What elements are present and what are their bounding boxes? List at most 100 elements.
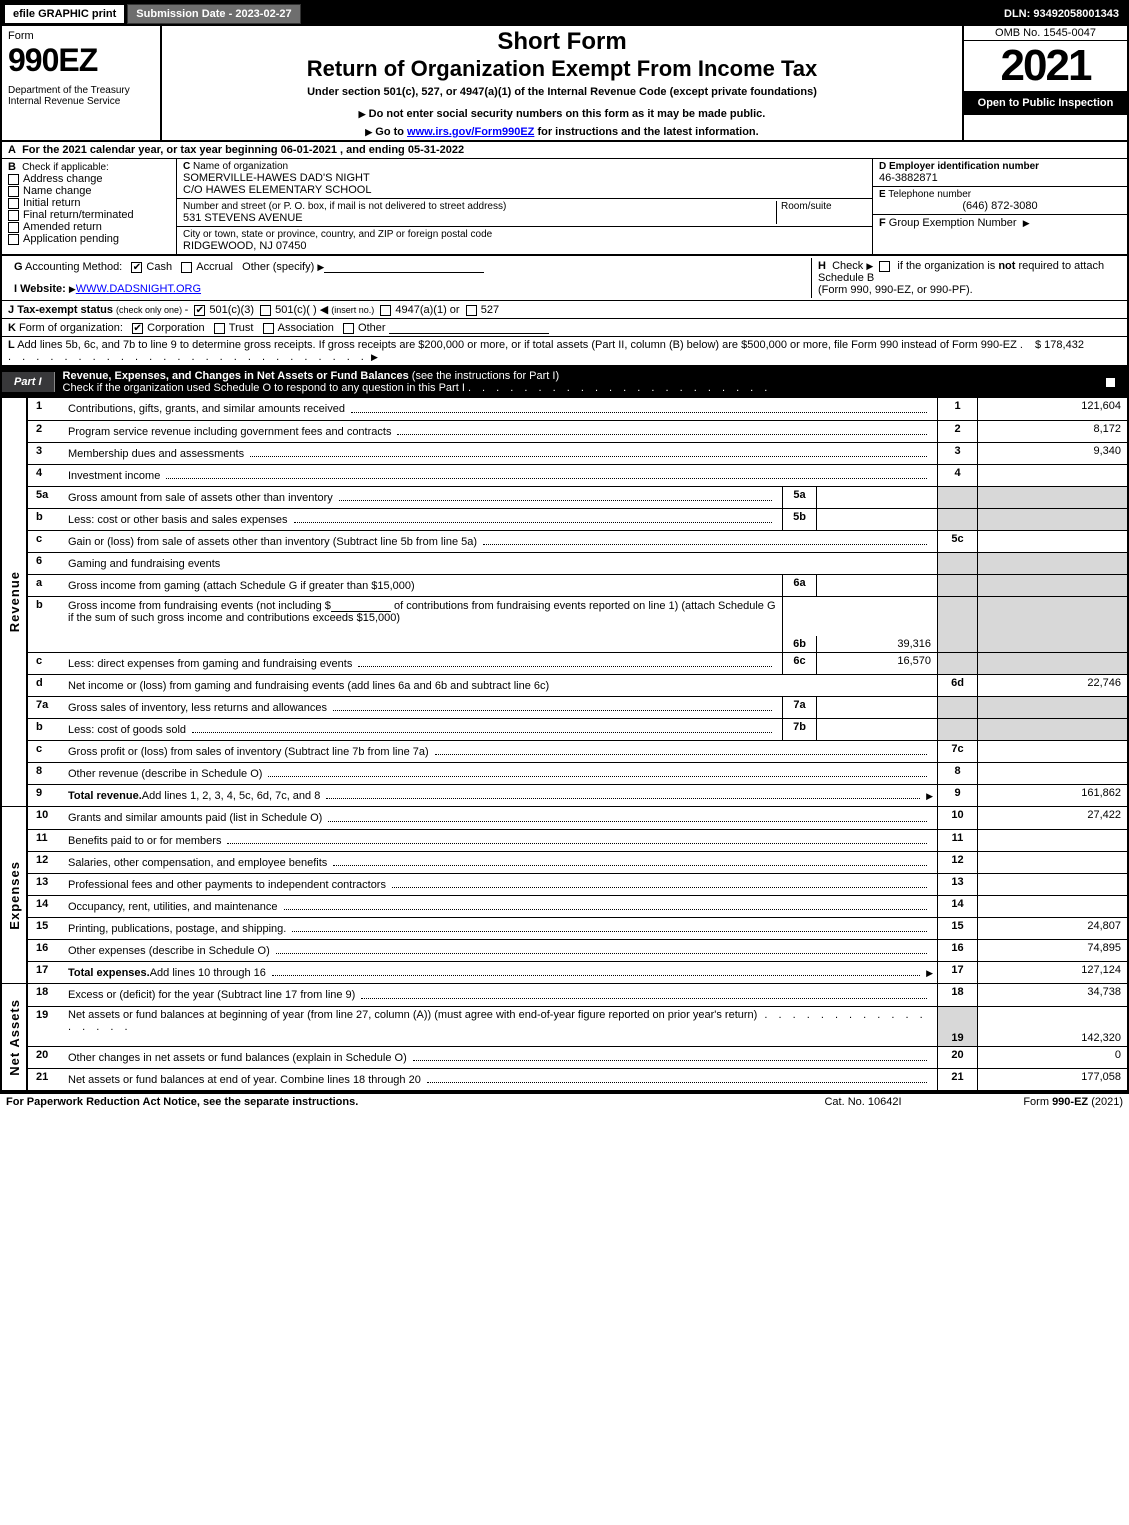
line-7c-value bbox=[978, 741, 1127, 762]
line-4: 4Investment income4 bbox=[28, 464, 1127, 486]
line-15-value: 24,807 bbox=[978, 918, 1127, 939]
other-org-input[interactable] bbox=[389, 321, 549, 334]
checkbox-application-pending[interactable] bbox=[8, 234, 19, 245]
ein-value: 46-3882871 bbox=[879, 172, 1121, 184]
b-opt-amended: Amended return bbox=[8, 221, 170, 233]
column-b: B Check if applicable: Address change Na… bbox=[2, 159, 177, 254]
irs-label: Internal Revenue Service bbox=[8, 96, 154, 107]
dln-label: DLN: bbox=[1004, 8, 1033, 20]
checkbox-part1-schedule-o[interactable] bbox=[1105, 377, 1116, 388]
header-left: Form 990EZ Department of the Treasury In… bbox=[2, 26, 162, 140]
submission-date-label: Submission Date - bbox=[136, 8, 235, 20]
checkbox-corporation[interactable] bbox=[132, 323, 143, 334]
checkbox-final-return[interactable] bbox=[8, 210, 19, 221]
header-center: Short Form Return of Organization Exempt… bbox=[162, 26, 962, 140]
g-cell: G Accounting Method: Cash Accrual Other … bbox=[8, 258, 811, 298]
line-6: 6Gaming and fundraising events bbox=[28, 552, 1127, 574]
line-14-value bbox=[978, 896, 1127, 917]
checkbox-cash[interactable] bbox=[131, 262, 142, 273]
line-2: 2Program service revenue including gover… bbox=[28, 420, 1127, 442]
footer: For Paperwork Reduction Act Notice, see … bbox=[0, 1094, 1129, 1110]
submission-date-badge: Submission Date - 2023-02-27 bbox=[127, 4, 300, 24]
e-cell: E Telephone number (646) 872-3080 bbox=[873, 187, 1127, 215]
line-6a: aGross income from gaming (attach Schedu… bbox=[28, 574, 1127, 596]
line-7b: bLess: cost of goods sold7b bbox=[28, 718, 1127, 740]
row-l: L Add lines 5b, 6c, and 7b to line 9 to … bbox=[2, 337, 1127, 366]
line-9-value: 161,862 bbox=[978, 785, 1127, 806]
line-16: 16Other expenses (describe in Schedule O… bbox=[28, 939, 1127, 961]
line-5a: 5aGross amount from sale of assets other… bbox=[28, 486, 1127, 508]
line-15: 15Printing, publications, postage, and s… bbox=[28, 917, 1127, 939]
line-12-value bbox=[978, 852, 1127, 873]
efile-print-button[interactable]: efile GRAPHIC print bbox=[4, 4, 125, 24]
checkbox-4947[interactable] bbox=[380, 305, 391, 316]
checkbox-amended-return[interactable] bbox=[8, 222, 19, 233]
line-5b-value bbox=[817, 509, 937, 530]
checkbox-association[interactable] bbox=[263, 323, 274, 334]
dln-value: 93492058001343 bbox=[1033, 8, 1119, 20]
other-specify-input[interactable] bbox=[324, 260, 484, 273]
checkbox-527[interactable] bbox=[466, 305, 477, 316]
form-word: Form bbox=[8, 30, 154, 42]
form-header: Form 990EZ Department of the Treasury In… bbox=[2, 26, 1127, 142]
line-3: 3Membership dues and assessments39,340 bbox=[28, 442, 1127, 464]
line-3-value: 9,340 bbox=[978, 443, 1127, 464]
section-bcdef: B Check if applicable: Address change Na… bbox=[2, 159, 1127, 255]
paperwork-notice: For Paperwork Reduction Act Notice, see … bbox=[6, 1096, 763, 1108]
line-10: 10Grants and similar amounts paid (list … bbox=[28, 807, 1127, 829]
line-13-value bbox=[978, 874, 1127, 895]
checkbox-h[interactable] bbox=[879, 261, 890, 272]
short-form-title: Short Form bbox=[168, 28, 956, 56]
checkbox-accrual[interactable] bbox=[181, 262, 192, 273]
label-a: A bbox=[8, 144, 16, 156]
checkbox-address-change[interactable] bbox=[8, 174, 19, 185]
line-6c-value: 16,570 bbox=[817, 653, 937, 674]
checkbox-initial-return[interactable] bbox=[8, 198, 19, 209]
h-cell: H Check if the organization is not requi… bbox=[811, 258, 1121, 298]
row-a-text: For the 2021 calendar year, or tax year … bbox=[22, 144, 464, 156]
net-assets-section: Net Assets 18Excess or (deficit) for the… bbox=[2, 984, 1127, 1092]
website-link[interactable]: WWW.DADSNIGHT.ORG bbox=[76, 283, 201, 295]
dept-treasury: Department of the Treasury bbox=[8, 85, 154, 96]
line-6a-value bbox=[817, 575, 937, 596]
street-label: Number and street (or P. O. box, if mail… bbox=[183, 201, 776, 212]
line-21: 21Net assets or fund balances at end of … bbox=[28, 1068, 1127, 1090]
irs-link[interactable]: www.irs.gov/Form990EZ bbox=[407, 126, 534, 138]
line-19: 19Net assets or fund balances at beginni… bbox=[28, 1006, 1127, 1046]
line-17: 17Total expenses. Add lines 10 through 1… bbox=[28, 961, 1127, 983]
c-street-cell: Number and street (or P. O. box, if mail… bbox=[177, 199, 872, 227]
revenue-section: Revenue 1Contributions, gifts, grants, a… bbox=[2, 398, 1127, 807]
line-20: 20Other changes in net assets or fund ba… bbox=[28, 1046, 1127, 1068]
header-sub1: Under section 501(c), 527, or 4947(a)(1)… bbox=[168, 86, 956, 98]
line-6d: dNet income or (loss) from gaming and fu… bbox=[28, 674, 1127, 696]
line-4-value bbox=[978, 465, 1127, 486]
b-opt-pending: Application pending bbox=[8, 233, 170, 245]
line-14: 14Occupancy, rent, utilities, and mainte… bbox=[28, 895, 1127, 917]
line-20-value: 0 bbox=[978, 1047, 1127, 1068]
part1-title: Revenue, Expenses, and Changes in Net As… bbox=[55, 366, 1097, 398]
org-name-2: C/O HAWES ELEMENTARY SCHOOL bbox=[183, 184, 866, 196]
line-1: 1Contributions, gifts, grants, and simil… bbox=[28, 398, 1127, 420]
row-j: J Tax-exempt status (check only one) - 5… bbox=[2, 301, 1127, 319]
tax-year: 2021 bbox=[964, 41, 1127, 91]
checkbox-other-org[interactable] bbox=[343, 323, 354, 334]
top-bar: efile GRAPHIC print Submission Date - 20… bbox=[2, 2, 1127, 26]
part1-tab: Part I bbox=[2, 372, 55, 392]
cat-number: Cat. No. 10642I bbox=[763, 1096, 963, 1108]
checkbox-name-change[interactable] bbox=[8, 186, 19, 197]
b-opt-name: Name change bbox=[8, 185, 170, 197]
expenses-side-label: Expenses bbox=[2, 807, 28, 983]
line-10-value: 27,422 bbox=[978, 807, 1127, 829]
street-value: 531 STEVENS AVENUE bbox=[183, 212, 776, 224]
checkbox-501c[interactable] bbox=[260, 305, 271, 316]
line-6c: cLess: direct expenses from gaming and f… bbox=[28, 652, 1127, 674]
checkbox-501c3[interactable] bbox=[194, 305, 205, 316]
checkbox-trust[interactable] bbox=[214, 323, 225, 334]
room-suite: Room/suite bbox=[776, 201, 866, 224]
line-7a-value bbox=[817, 697, 937, 718]
line-11-value bbox=[978, 830, 1127, 851]
line-5b: bLess: cost or other basis and sales exp… bbox=[28, 508, 1127, 530]
line-8-value bbox=[978, 763, 1127, 784]
header-right: OMB No. 1545-0047 2021 Open to Public In… bbox=[962, 26, 1127, 140]
line-18-value: 34,738 bbox=[978, 984, 1127, 1006]
